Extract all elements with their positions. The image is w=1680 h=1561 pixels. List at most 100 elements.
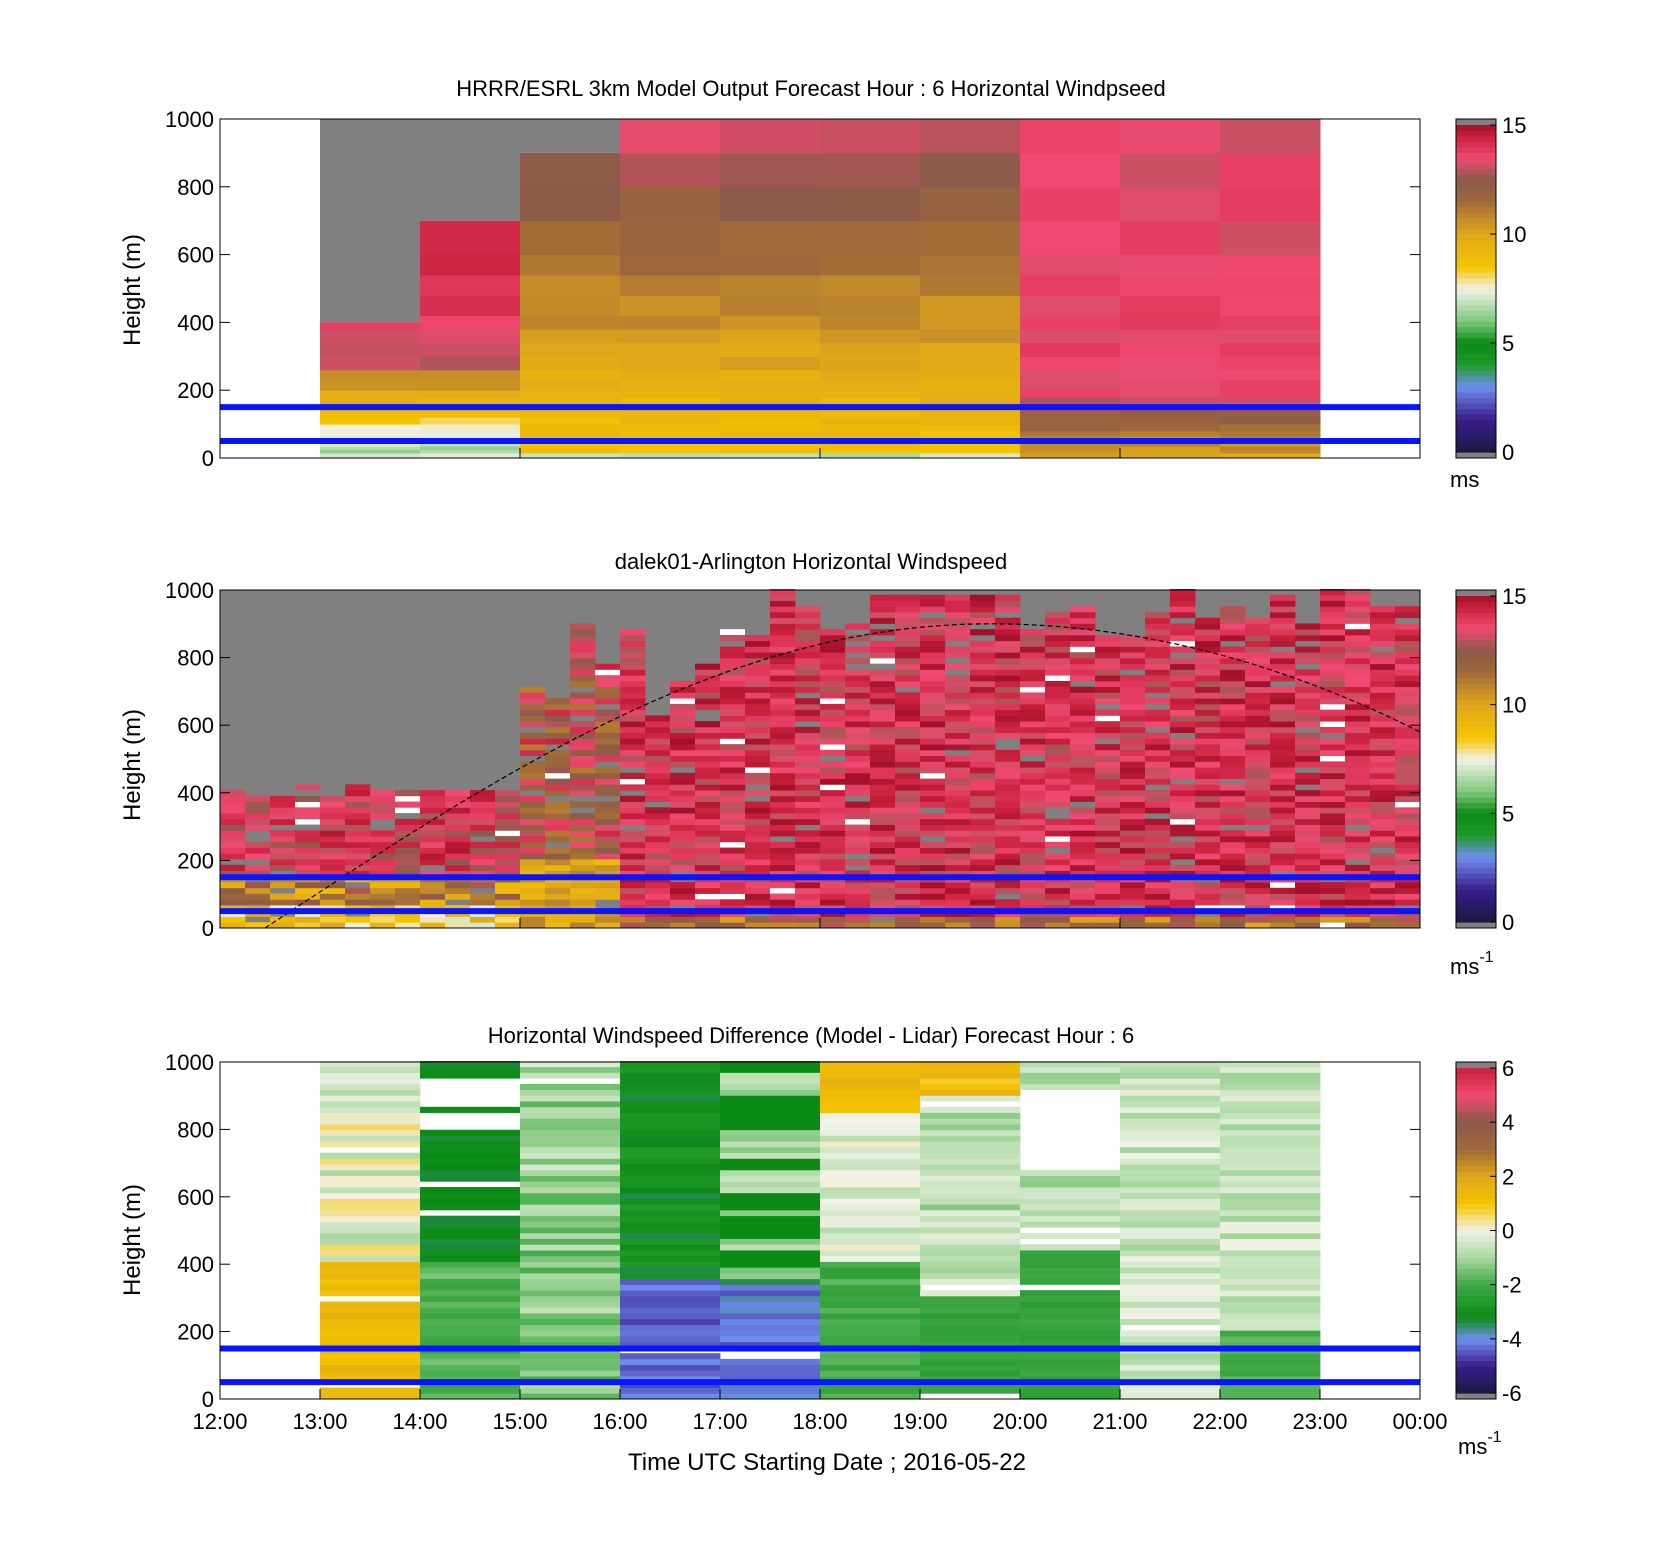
lidar-cell	[770, 726, 796, 734]
lidar-cell	[1220, 882, 1246, 889]
lidar-cell	[1295, 818, 1321, 825]
lidar-cell	[745, 749, 771, 757]
difference-cell	[520, 1341, 621, 1348]
lidar-cell	[245, 841, 271, 848]
lidar-cell	[645, 778, 671, 785]
lidar-cell	[1095, 916, 1121, 923]
difference-cell	[1020, 1192, 1121, 1199]
lidar-cell	[1020, 767, 1046, 774]
difference-cell	[320, 1181, 421, 1188]
lidar-cell	[1145, 905, 1171, 912]
lidar-cell	[670, 790, 696, 797]
colorbar-tick-label: 4	[1502, 1110, 1514, 1135]
difference-cell	[1220, 1318, 1321, 1325]
lidar-cell	[795, 767, 821, 774]
colorbar-segment	[1456, 184, 1496, 191]
difference-cell	[320, 1118, 421, 1125]
lidar-cell	[220, 905, 246, 912]
colorbar-segment	[1456, 715, 1496, 722]
lidar-cell	[795, 830, 821, 837]
lidar-cell	[1095, 778, 1121, 785]
lidar-cell	[1320, 761, 1346, 768]
lidar-cell	[920, 663, 946, 670]
lidar-cell	[970, 680, 996, 688]
lidar-cell	[1070, 824, 1096, 831]
model-cell	[1020, 254, 1121, 276]
lidar-cell	[1345, 617, 1371, 624]
lidar-cell	[270, 847, 296, 854]
model-cell	[1020, 295, 1121, 317]
lidar-cell-blank	[1320, 721, 1345, 727]
lidar-cell	[895, 905, 921, 912]
lidar-cell	[795, 887, 821, 894]
lidar-cell	[795, 916, 821, 923]
lidar-cell	[770, 721, 796, 728]
lidar-cell	[420, 818, 446, 825]
lidar-cell	[320, 807, 346, 814]
difference-cell	[720, 1295, 821, 1303]
lidar-cell	[1370, 916, 1396, 923]
lidar-cell	[1395, 893, 1421, 900]
lidar-cell	[970, 801, 996, 808]
difference-cell	[520, 1181, 621, 1188]
colorbar-segment	[1456, 397, 1496, 404]
lidar-cell	[795, 680, 821, 688]
lidar-cell	[970, 813, 996, 820]
difference-cell	[320, 1215, 421, 1222]
difference-cell	[1120, 1376, 1221, 1383]
lidar-cell	[295, 813, 321, 820]
difference-cell	[1020, 1072, 1121, 1079]
lidar-cell	[320, 859, 346, 866]
lidar-cell	[570, 870, 596, 877]
model-cell	[1120, 446, 1221, 451]
lidar-cell	[1045, 755, 1071, 762]
colorbar-segment	[1456, 1176, 1496, 1183]
colorbar-segment	[1456, 1284, 1496, 1291]
lidar-cell	[795, 905, 821, 912]
lidar-cell	[1295, 893, 1321, 900]
model-cell	[1120, 417, 1221, 425]
lidar-cell-blank	[720, 841, 745, 848]
lidar-cell	[995, 652, 1021, 659]
difference-cell	[720, 1267, 821, 1274]
difference-cell	[820, 1152, 921, 1159]
lidar-cell	[1020, 778, 1046, 785]
lidar-cell	[595, 847, 621, 854]
lidar-cell	[970, 841, 996, 848]
lidar-cell	[545, 755, 571, 762]
lidar-cell-blank	[1395, 801, 1420, 808]
lidar-cell	[795, 795, 821, 802]
difference-cell	[1220, 1353, 1321, 1360]
difference-cell	[520, 1215, 621, 1222]
lidar-cell	[1045, 611, 1071, 619]
lidar-cell	[1345, 790, 1371, 797]
lidar-cell	[345, 887, 371, 894]
difference-cells	[320, 1060, 1321, 1400]
difference-cell	[1020, 1221, 1121, 1228]
lidar-cell	[1145, 755, 1171, 762]
lidar-cell	[770, 744, 796, 751]
lidar-cell	[1270, 847, 1296, 854]
difference-cell	[1120, 1192, 1221, 1199]
colorbar-segment	[1456, 255, 1496, 262]
lidar-cell	[945, 922, 971, 929]
lidar-cell	[1170, 629, 1196, 636]
colorbar-segment	[1456, 332, 1496, 339]
lidar-cell	[895, 692, 921, 699]
lidar-cell	[795, 629, 821, 636]
model-cell	[720, 119, 821, 154]
lidar-cell	[1245, 629, 1271, 636]
lidar-cell	[720, 663, 746, 670]
colorbar-segment	[1456, 617, 1496, 624]
lidar-cell	[570, 640, 596, 647]
lidar-cell	[620, 675, 646, 682]
lidar-cell	[470, 790, 496, 797]
lidar-cell	[470, 870, 496, 877]
lidar-cell	[870, 669, 896, 676]
lidar-cell	[945, 652, 971, 659]
lidar-cell	[970, 824, 996, 831]
difference-cell	[520, 1129, 621, 1136]
lidar-cell	[670, 761, 696, 768]
lidar-cell	[495, 824, 521, 831]
colorbar-segment	[1456, 179, 1496, 186]
